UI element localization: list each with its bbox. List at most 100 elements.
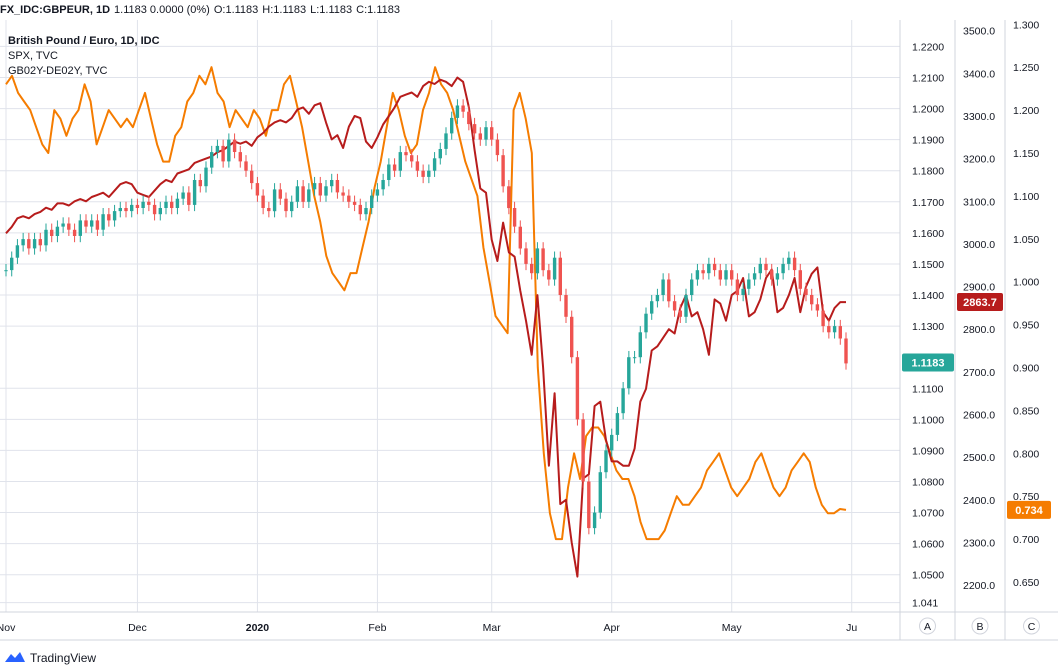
- scale-label: B: [976, 621, 983, 633]
- candle-body: [141, 201, 145, 208]
- axis-c-tick-label: 0.800: [1013, 448, 1039, 460]
- candle-body: [164, 201, 168, 208]
- axis-a-tick-label: 1.0800: [912, 476, 944, 488]
- candle-body: [415, 161, 420, 171]
- candle-body: [810, 295, 814, 305]
- candle-body: [272, 189, 277, 212]
- candle-body: [221, 145, 225, 162]
- time-axis-label: Dec: [128, 622, 147, 634]
- candle-body: [227, 139, 231, 162]
- candle-body: [570, 316, 574, 358]
- candle-body: [770, 270, 774, 280]
- candle-body: [701, 270, 705, 274]
- candle-body: [347, 195, 351, 202]
- axis-a-tick-label: 1.0900: [912, 445, 944, 457]
- symbol-header: FX_IDC:GBPEUR, 1D 1.1183 0.0000 (0%) O:1…: [0, 0, 1058, 20]
- axis-a-tick-label: 1.1300: [912, 321, 944, 333]
- candle-body: [558, 257, 562, 295]
- time-axis-label: Apr: [604, 622, 621, 634]
- candle-body: [707, 263, 711, 274]
- candle-body: [838, 326, 842, 339]
- candle-body: [844, 338, 848, 364]
- candle-body: [535, 248, 540, 274]
- chart-background: [0, 20, 1058, 612]
- candle-body: [335, 180, 340, 193]
- axis-a-tick-label: 1.2200: [912, 41, 944, 53]
- candle-body: [530, 263, 534, 274]
- axis-c-tick-label: 1.100: [1013, 191, 1039, 203]
- candle-body: [358, 204, 362, 215]
- candle-body: [135, 204, 140, 208]
- brand-label: TradingView: [30, 651, 97, 665]
- candle-body: [130, 204, 134, 212]
- legend-spread-series[interactable]: GB02Y-DE02Y, TVC: [8, 65, 108, 77]
- close-label: C:1.1183: [356, 4, 400, 16]
- candle-body: [72, 229, 77, 236]
- axis-b-tick-label: 3300.0: [963, 111, 995, 123]
- candle-body: [787, 257, 791, 264]
- symbol-label[interactable]: FX_IDC:GBPEUR, 1D: [0, 4, 111, 16]
- candle-body: [341, 192, 345, 196]
- candle-body: [724, 270, 728, 280]
- candle-body: [107, 214, 111, 221]
- candle-body: [78, 220, 82, 236]
- candle-body: [450, 117, 454, 134]
- candle-body: [752, 273, 757, 280]
- candle-body: [170, 201, 174, 208]
- candle-body: [410, 155, 414, 162]
- candle-body: [67, 223, 71, 230]
- candle-body: [50, 229, 54, 236]
- candle-body: [672, 301, 677, 311]
- candle-body: [587, 481, 591, 529]
- candle-body: [364, 208, 368, 215]
- candle-body: [118, 208, 122, 212]
- axis-a-tick-label: 1.2000: [912, 104, 944, 116]
- candle-body: [392, 164, 397, 171]
- candle-body: [112, 211, 117, 221]
- candle-body: [192, 180, 197, 205]
- axis-b-tick-label: 3500.0: [963, 26, 995, 38]
- candle-body: [650, 301, 654, 314]
- axis-c-tick-label: 0.950: [1013, 320, 1039, 332]
- spx-series-line: [5, 76, 846, 578]
- candle-body: [621, 388, 625, 414]
- footer-brand[interactable]: TradingView: [4, 648, 96, 668]
- axis-b-tick-label: 2600.0: [963, 410, 995, 422]
- axis-a-tick-label: 1.1900: [912, 135, 944, 147]
- legend-spx-series[interactable]: SPX, TVC: [8, 50, 58, 62]
- candle-body: [330, 180, 334, 187]
- axis-b-tick-label: 3100.0: [963, 196, 995, 208]
- candle-body: [712, 263, 717, 271]
- candle-body: [95, 220, 100, 230]
- axis-c-tick-label: 0.750: [1013, 491, 1039, 503]
- candle-body: [301, 186, 305, 202]
- candle-body: [318, 183, 322, 196]
- high-label: H:1.1183: [262, 4, 307, 16]
- axis-a-tick-label: 1.1500: [912, 259, 944, 271]
- candle-body: [804, 288, 808, 295]
- scale-label: C: [1028, 621, 1036, 633]
- axis-a-tick-label: 1.0700: [912, 508, 944, 520]
- open-label: O:1.1183: [213, 4, 259, 16]
- axis-a-tick-label: 1.1100: [912, 383, 943, 395]
- axis-b-tick-label: 3000.0: [963, 239, 995, 251]
- axis-c-tick-label: 0.850: [1013, 405, 1039, 417]
- candle-body: [461, 105, 465, 112]
- candle-body: [61, 223, 65, 227]
- axis-b-tick-label: 2400.0: [963, 495, 995, 507]
- candle-body: [307, 189, 311, 202]
- time-axis-label: Ju: [846, 622, 857, 634]
- candle-body: [798, 270, 802, 289]
- candle-body: [524, 248, 528, 264]
- candle-body: [552, 257, 557, 280]
- candle-body: [284, 198, 288, 212]
- time-axis-label: Nov: [0, 622, 16, 634]
- candle-body: [781, 263, 785, 274]
- low-label: L:1.1183: [310, 4, 353, 16]
- candle-body: [267, 208, 271, 212]
- legend-main-series[interactable]: British Pound / Euro, 1D, IDC: [8, 35, 160, 47]
- candle-body: [667, 279, 671, 302]
- candle-body: [610, 434, 614, 451]
- axis-c-tick-label: 1.150: [1013, 148, 1039, 160]
